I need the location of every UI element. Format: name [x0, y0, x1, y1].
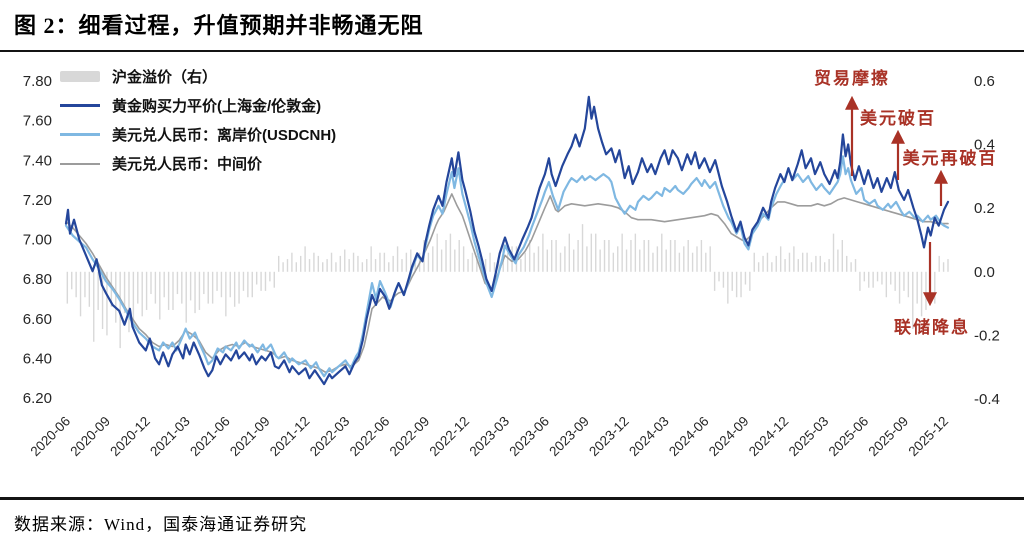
x-tick-label: 2022-03 — [307, 414, 353, 460]
legend-item-central-parity: 美元兑人民币：中间价 — [60, 149, 336, 178]
x-tick-label: 2021-09 — [227, 414, 273, 460]
y-right-tick-label: 0.2 — [974, 200, 995, 217]
x-tick-label: 2023-12 — [586, 414, 632, 460]
x-tick-label: 2022-06 — [347, 414, 393, 460]
y-left-tick-label: 6.80 — [23, 271, 52, 288]
x-tick-label: 2024-06 — [666, 414, 712, 460]
legend-item-gold-ppp: 黄金购买力平价(上海金/伦敦金) — [60, 91, 336, 120]
x-tick-label: 2023-03 — [466, 414, 512, 460]
x-tick-label: 2021-03 — [147, 414, 193, 460]
y-right-tick-label: 0.0 — [974, 264, 995, 281]
gold-ppp-line-swatch — [60, 104, 100, 107]
y-left-tick-label: 6.20 — [23, 390, 52, 407]
annotation-label: 联储降息 — [894, 317, 970, 337]
gold-premium-bar-swatch — [60, 71, 100, 82]
annotation-label: 美元破百 — [860, 108, 936, 128]
x-tick-label: 2025-03 — [786, 414, 832, 460]
legend-label: 美元兑人民币：中间价 — [112, 156, 263, 173]
y-right-tick-label: 0.4 — [974, 137, 995, 154]
y-left-tick-label: 6.60 — [23, 311, 52, 328]
series-line-1 — [64, 95, 950, 386]
x-tick-label: 2022-12 — [427, 414, 473, 460]
y-left-tick-label: 7.00 — [23, 232, 52, 249]
legend-item-gold-premium: 沪金溢价（右） — [60, 62, 336, 91]
title-divider — [0, 50, 1024, 52]
central-parity-line-swatch — [60, 162, 100, 165]
figure-title: 图 2：细看过程，升值预期并非畅通无阻 — [14, 13, 424, 38]
x-tick-label: 2025-06 — [826, 414, 872, 460]
x-tick-label: 2024-12 — [746, 414, 792, 460]
legend-label: 美元兑人民币：离岸价(USDCNH) — [112, 127, 337, 144]
y-left-tick-label: 7.80 — [23, 73, 52, 90]
series-line-2 — [64, 155, 950, 378]
legend-label: 黄金购买力平价(上海金/伦敦金) — [112, 98, 322, 115]
data-source: 数据来源：Wind，国泰海通证券研究 — [14, 515, 308, 534]
annotation-label: 贸易摩擦 — [814, 68, 890, 88]
x-tick-label: 2020-09 — [67, 414, 113, 460]
legend-item-usdcnh: 美元兑人民币：离岸价(USDCNH) — [60, 120, 336, 149]
x-tick-label: 2021-06 — [187, 414, 233, 460]
series-line-3 — [65, 193, 949, 374]
x-tick-label: 2021-12 — [267, 414, 313, 460]
x-tick-label: 2025-09 — [866, 414, 912, 460]
x-tick-label: 2020-12 — [107, 414, 153, 460]
right-axis-ticks: 0.6 0.4 0.2 0.0 -0.2 -0.4 — [974, 73, 1000, 408]
y-right-tick-label: -0.4 — [974, 391, 1000, 408]
x-axis-ticks: 2020-062020-092020-122021-032021-062021-… — [27, 414, 951, 460]
y-left-tick-label: 7.20 — [23, 192, 52, 209]
footer-divider — [0, 497, 1024, 500]
x-tick-label: 2022-09 — [387, 414, 433, 460]
y-left-tick-label: 7.60 — [23, 113, 52, 130]
legend-label: 沪金溢价（右） — [112, 69, 218, 86]
usdcnh-line-swatch — [60, 133, 100, 136]
y-left-tick-label: 7.40 — [23, 152, 52, 169]
annotation-label: 美元再破百 — [903, 148, 998, 168]
y-right-tick-label: 0.6 — [974, 73, 995, 90]
x-tick-label: 2024-09 — [706, 414, 752, 460]
x-tick-label: 2023-06 — [506, 414, 552, 460]
chart-legend: 沪金溢价（右） 黄金购买力平价(上海金/伦敦金) 美元兑人民币：离岸价(USDC… — [60, 62, 336, 178]
x-tick-label: 2023-09 — [546, 414, 592, 460]
left-axis-ticks: 7.80 7.60 7.40 7.20 7.00 6.80 6.60 6.40 6.20 — [23, 73, 52, 407]
x-tick-label: 2024-03 — [626, 414, 672, 460]
x-tick-label: 2025-12 — [905, 414, 951, 460]
x-tick-label: 2020-06 — [27, 414, 73, 460]
y-left-tick-label: 6.40 — [23, 350, 52, 367]
y-right-tick-label: -0.2 — [974, 327, 1000, 344]
